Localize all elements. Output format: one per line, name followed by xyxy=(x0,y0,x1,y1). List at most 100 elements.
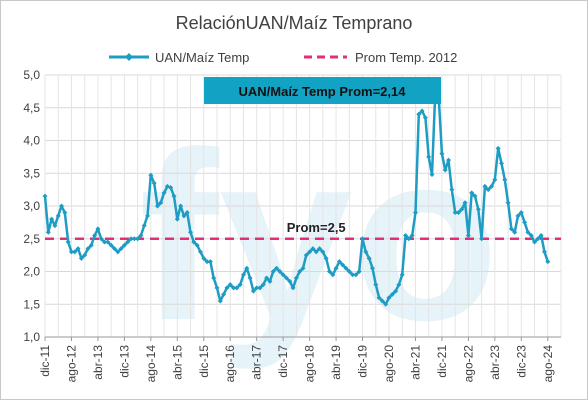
data-point-marker xyxy=(366,255,372,261)
data-point-marker xyxy=(326,269,332,274)
data-point-marker xyxy=(303,252,309,258)
data-point-marker xyxy=(452,210,458,216)
x-tick-label: abr-15 xyxy=(170,345,184,380)
data-point-marker xyxy=(518,210,524,216)
data-point-marker xyxy=(257,285,263,291)
data-point-marker xyxy=(429,172,435,178)
data-point-marker xyxy=(188,229,194,235)
data-point-marker xyxy=(535,236,541,242)
data-point-marker xyxy=(376,295,382,301)
x-tick-label: abr-13 xyxy=(91,345,105,380)
data-point-marker xyxy=(148,172,154,178)
data-point-marker xyxy=(102,239,108,245)
data-point-marker xyxy=(174,216,180,222)
data-point-marker xyxy=(207,259,213,265)
data-point-marker xyxy=(320,249,326,255)
y-axis-ticks: 1,0 1,5 2,0 2,5 3,0 3,5 4,0 4,5 5,0 xyxy=(23,68,40,344)
x-tick-label: dic-23 xyxy=(514,345,528,378)
data-point-marker xyxy=(267,278,273,284)
data-point-marker xyxy=(280,272,286,278)
data-point-marker xyxy=(442,167,448,173)
data-point-marker xyxy=(538,232,544,238)
data-point-marker xyxy=(135,236,141,242)
data-point-marker xyxy=(360,236,366,242)
data-point-marker xyxy=(469,190,475,196)
data-point-marker xyxy=(505,200,511,206)
data-point-marker xyxy=(59,203,65,209)
x-tick-label: ago-12 xyxy=(64,345,78,383)
data-point-marker xyxy=(105,239,111,245)
data-point-marker xyxy=(340,262,346,268)
data-point-marker xyxy=(118,246,124,252)
y-tick-label: 2,5 xyxy=(23,232,40,246)
data-point-marker xyxy=(115,249,121,255)
data-point-marker xyxy=(290,285,296,291)
data-point-marker xyxy=(363,249,369,255)
legend-marker-icon xyxy=(125,53,133,61)
data-point-marker xyxy=(403,232,409,238)
data-point-marker xyxy=(541,249,547,255)
x-tick-label: dic-15 xyxy=(197,345,211,378)
prom-annotation-label: Prom=2,5 xyxy=(287,220,346,235)
data-point-marker xyxy=(62,210,68,216)
data-point-marker xyxy=(313,249,319,255)
data-point-marker xyxy=(369,265,375,271)
data-point-marker xyxy=(323,255,329,261)
data-point-marker xyxy=(141,223,147,229)
data-point-marker xyxy=(224,285,230,291)
data-point-marker xyxy=(317,246,323,252)
data-point-marker xyxy=(293,275,299,281)
legend-entry-uan: UAN/Maíz Temp xyxy=(109,50,249,65)
data-point-marker xyxy=(409,232,415,238)
data-point-marker xyxy=(234,285,240,291)
x-tick-label: abr-19 xyxy=(329,345,343,380)
data-point-marker xyxy=(184,210,190,216)
x-tick-label: dic-11 xyxy=(38,345,52,377)
data-point-marker xyxy=(383,301,389,307)
data-point-marker xyxy=(300,265,306,271)
data-point-marker xyxy=(171,193,177,199)
y-tick-label: 4,0 xyxy=(23,134,40,148)
data-point-marker xyxy=(274,265,280,271)
data-point-marker xyxy=(399,272,405,278)
data-point-marker xyxy=(194,242,200,248)
data-point-marker xyxy=(472,193,478,199)
data-point-marker xyxy=(227,282,233,288)
data-point-marker xyxy=(52,223,58,229)
data-point-marker xyxy=(95,226,101,232)
data-point-marker xyxy=(393,288,399,294)
data-point-marker xyxy=(373,282,379,288)
series-markers xyxy=(42,88,551,307)
data-point-marker xyxy=(502,177,508,183)
data-point-marker xyxy=(545,259,551,265)
data-point-marker xyxy=(88,242,94,248)
data-point-marker xyxy=(108,242,114,248)
callout-box-text: UAN/Maíz Temp Prom=2,14 xyxy=(238,84,406,99)
data-point-marker xyxy=(446,157,452,163)
data-point-marker xyxy=(515,213,521,219)
data-point-marker xyxy=(525,229,531,235)
data-point-marker xyxy=(455,210,461,216)
data-point-marker xyxy=(158,200,164,206)
data-point-marker xyxy=(154,203,160,209)
data-point-marker xyxy=(72,249,78,255)
data-point-marker xyxy=(379,298,385,304)
data-point-marker xyxy=(45,229,51,235)
data-point-marker xyxy=(346,269,352,274)
x-tick-label: ago-20 xyxy=(382,345,396,383)
data-point-marker xyxy=(68,249,74,255)
data-point-marker xyxy=(479,236,485,242)
data-point-marker xyxy=(65,239,71,245)
y-tick-label: 1,0 xyxy=(23,330,40,344)
data-point-marker xyxy=(508,226,514,232)
data-point-marker xyxy=(498,160,504,166)
watermark-logo: fyo xyxy=(139,102,499,370)
data-point-marker xyxy=(55,213,61,219)
legend-label-prom: Prom Temp. 2012 xyxy=(355,50,457,65)
data-point-marker xyxy=(217,298,223,304)
data-point-marker xyxy=(426,154,432,160)
data-point-marker xyxy=(343,265,349,271)
data-point-marker xyxy=(247,275,253,281)
data-point-marker xyxy=(277,269,283,274)
data-point-marker xyxy=(168,185,174,191)
